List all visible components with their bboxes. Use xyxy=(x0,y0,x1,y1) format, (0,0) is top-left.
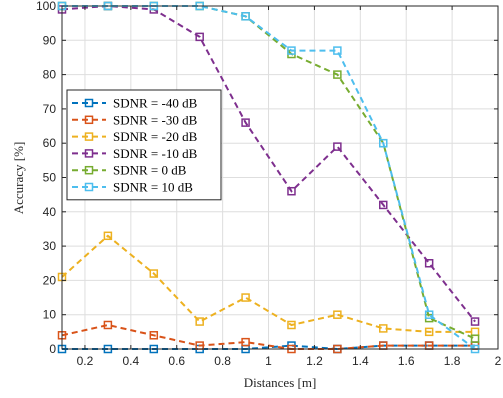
y-tick-label: 50 xyxy=(43,171,57,185)
y-tick-label: 0 xyxy=(49,342,56,356)
data-point-marker xyxy=(470,334,480,343)
y-tick-label: 70 xyxy=(43,102,57,116)
tick-labels: 0.2 0.4 0.6 0.8 1 1.2 1.4 1.6 1.8 201020304050607… xyxy=(36,0,502,368)
x-tick-label: 1.4 xyxy=(352,354,369,368)
legend-marker xyxy=(84,98,94,108)
series-line xyxy=(61,234,476,333)
y-tick-label: 90 xyxy=(43,33,57,47)
legend-label: SDNR = 0 dB xyxy=(113,163,187,178)
y-tick-label: 40 xyxy=(43,205,57,219)
data-point-marker xyxy=(195,317,204,326)
legend-box xyxy=(66,89,222,201)
y-tick-label: 10 xyxy=(43,308,57,322)
legend-label: SDNR = -30 dB xyxy=(113,112,198,127)
x-tick-label: 0.4 xyxy=(122,354,139,368)
data-point-marker xyxy=(241,337,250,347)
data-point-marker xyxy=(424,259,434,268)
data-point-marker xyxy=(379,138,388,148)
series-line xyxy=(62,5,476,350)
data-point-marker xyxy=(333,70,342,79)
data-point-marker xyxy=(287,320,296,330)
y-tick-label: 80 xyxy=(43,68,57,82)
legend-marker xyxy=(84,182,94,192)
data-point-marker xyxy=(287,186,296,196)
legend-marker xyxy=(84,165,94,175)
y-tick-label: 100 xyxy=(36,0,56,13)
legend-label: SDNR = -20 dB xyxy=(113,129,198,144)
x-tick-label: 2 xyxy=(495,354,502,368)
data-point-marker xyxy=(333,142,342,151)
tick-marks xyxy=(62,5,499,350)
legend-marker xyxy=(84,149,94,158)
x-tick-label: 1 xyxy=(265,354,272,368)
y-tick-label: 60 xyxy=(43,136,57,150)
data-point-marker xyxy=(379,200,388,210)
data-point-marker xyxy=(333,310,342,319)
data-point-marker xyxy=(195,32,204,42)
data-point-marker xyxy=(424,327,434,337)
legend-marker xyxy=(84,132,94,141)
data-point-marker xyxy=(470,317,480,326)
data-point-marker xyxy=(149,269,159,278)
legend-label: SDNR = 10 dB xyxy=(113,180,193,195)
x-axis-label: Distances [m] xyxy=(244,375,317,390)
x-tick-label: 0.6 xyxy=(168,354,185,368)
data-point-marker xyxy=(103,231,113,241)
x-tick-label: 0.8 xyxy=(214,354,231,368)
data-point-marker xyxy=(379,324,388,333)
x-tick-label: 0.2 xyxy=(77,354,94,368)
y-tick-label: 20 xyxy=(43,273,57,287)
x-tick-label: 1.2 xyxy=(306,354,323,368)
data-point-marker xyxy=(333,46,342,55)
x-tick-label: 1.6 xyxy=(398,354,415,368)
legend-marker xyxy=(84,115,94,125)
x-tick-label: 1.8 xyxy=(444,354,461,368)
series-line xyxy=(62,5,476,340)
y-tick-label: 30 xyxy=(43,239,57,253)
data-point-marker xyxy=(103,320,113,330)
data-point-marker xyxy=(241,293,250,302)
legend-label: SDNR = -40 dB xyxy=(113,96,198,111)
legend-label: SDNR = -10 dB xyxy=(113,146,198,161)
y-axis-label: Accuracy [%] xyxy=(11,142,26,215)
data-point-marker xyxy=(424,310,434,319)
data-point-marker xyxy=(149,331,159,340)
data-point-marker xyxy=(287,46,296,55)
data-point-marker xyxy=(241,12,250,21)
data-point-marker xyxy=(241,118,250,127)
